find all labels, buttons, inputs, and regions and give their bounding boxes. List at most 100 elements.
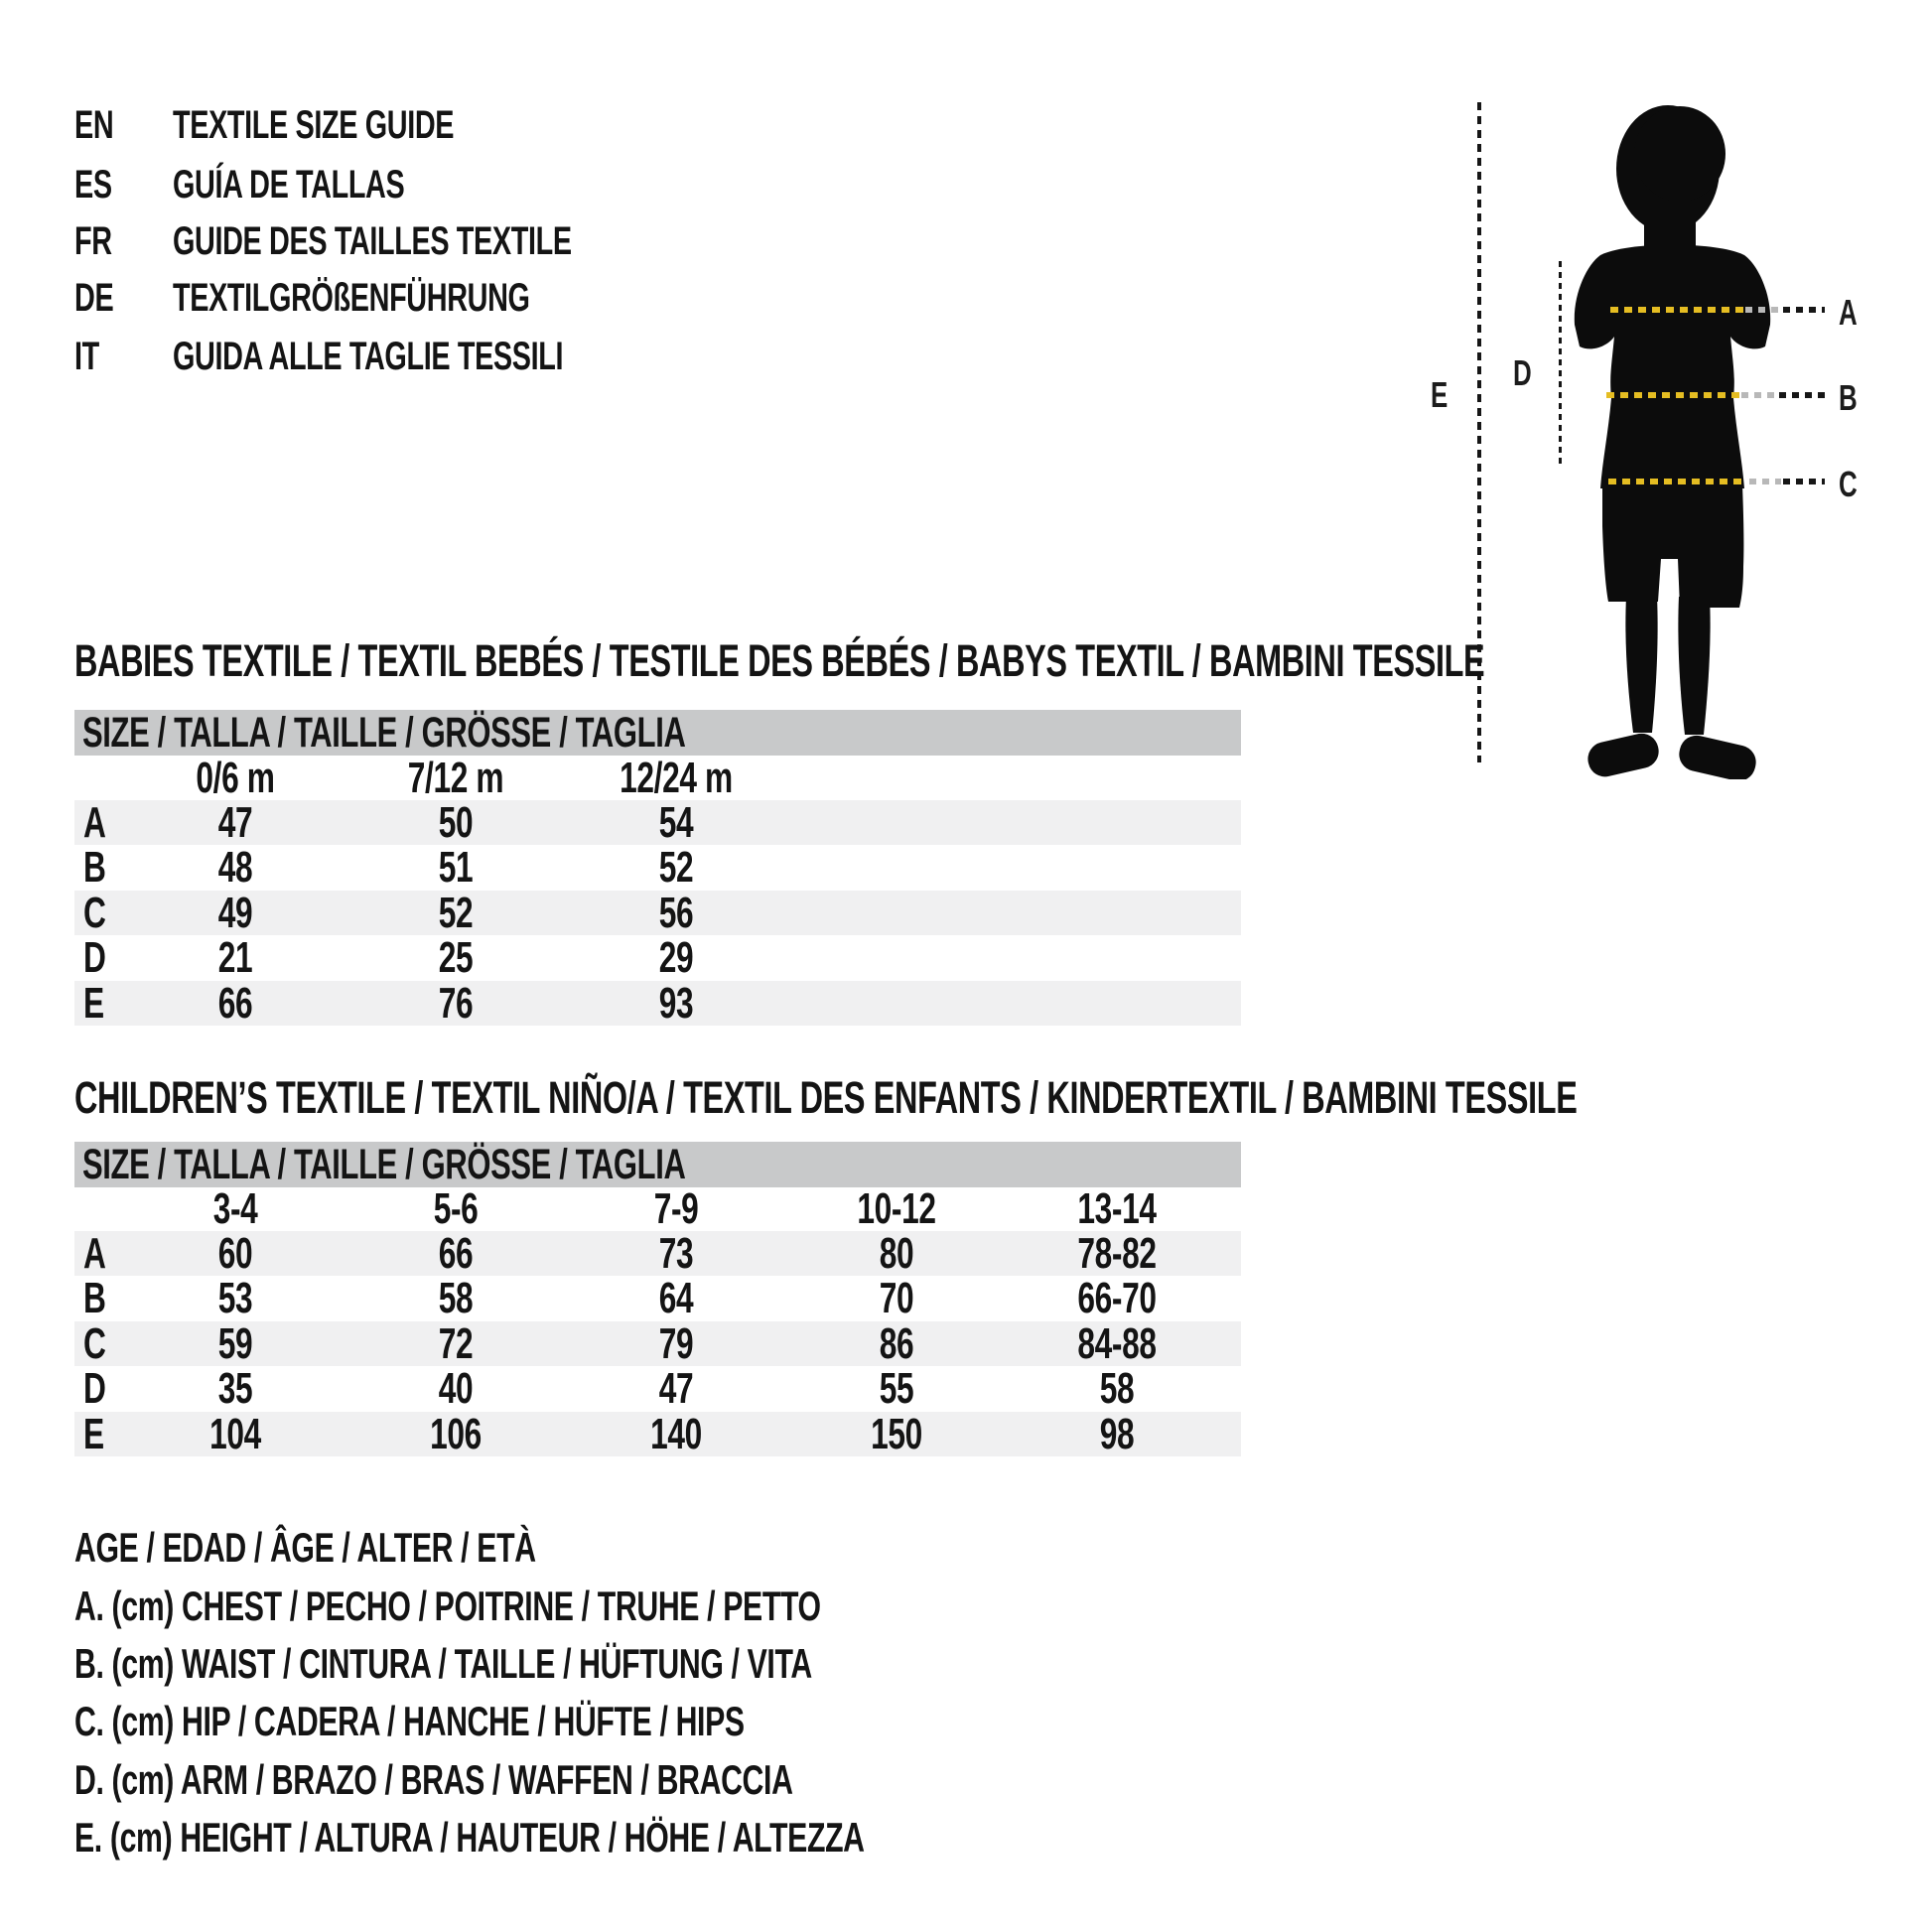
cell: 59 bbox=[217, 1318, 253, 1368]
cell: 150 bbox=[871, 1409, 922, 1458]
figure-label-hip: C bbox=[1839, 464, 1858, 504]
cell: 80 bbox=[879, 1228, 914, 1278]
cell: 76 bbox=[438, 978, 474, 1028]
chest-measure-line bbox=[1610, 307, 1743, 313]
row-label: E bbox=[83, 1409, 104, 1458]
cell: 56 bbox=[658, 888, 694, 937]
waist-leader-fade bbox=[1741, 392, 1777, 398]
legend-line-height: E. (cm) HEIGHT / ALTURA / HAUTEUR / HÖHE… bbox=[74, 1814, 865, 1861]
cell: 70 bbox=[879, 1273, 914, 1322]
cell: 64 bbox=[658, 1273, 694, 1322]
legend-line-age: AGE / EDAD / ÂGE / ALTER / ETÀ bbox=[74, 1524, 536, 1571]
cell: 78-82 bbox=[1077, 1228, 1157, 1278]
figure-label-chest: A bbox=[1839, 292, 1858, 333]
language-title: TEXTILGRÖßENFÜHRUNG bbox=[173, 276, 530, 320]
figure-label-height: E bbox=[1431, 374, 1448, 415]
table-row-d: D 35 40 47 55 58 bbox=[74, 1363, 1241, 1413]
child-silhouette bbox=[1574, 105, 1771, 779]
table-row-d: D 21 25 29 bbox=[74, 932, 1241, 982]
column-header: 3-4 bbox=[212, 1183, 258, 1233]
cell: 52 bbox=[438, 888, 474, 937]
hip-measure-line bbox=[1608, 479, 1747, 484]
row-label: A bbox=[83, 797, 106, 847]
cell: 66 bbox=[217, 978, 253, 1028]
cell: 29 bbox=[658, 932, 694, 982]
cell: 58 bbox=[438, 1273, 474, 1322]
cell: 40 bbox=[438, 1363, 474, 1413]
table-row-a: A 60 66 73 80 78-82 bbox=[74, 1228, 1241, 1278]
cell: 98 bbox=[1099, 1409, 1135, 1458]
babies-size-header-band: SIZE / TALLA / TAILLE / GRÖSSE / TAGLIA bbox=[74, 709, 1241, 757]
language-code: FR bbox=[74, 219, 112, 263]
column-header: 7-9 bbox=[653, 1183, 699, 1233]
children-size-header-band: SIZE / TALLA / TAILLE / GRÖSSE / TAGLIA bbox=[74, 1141, 1241, 1188]
column-header: 0/6 m bbox=[196, 753, 275, 802]
row-label: E bbox=[83, 978, 104, 1028]
children-section-title: CHILDREN’S TEXTILE / TEXTIL NIÑO/A / TEX… bbox=[74, 1072, 1578, 1123]
cell: 66 bbox=[438, 1228, 474, 1278]
children-column-header-row: 3-4 5-6 7-9 10-12 13-14 bbox=[74, 1183, 1241, 1233]
cell: 47 bbox=[217, 797, 253, 847]
table-row-e: E 104 106 140 150 98 bbox=[74, 1409, 1241, 1458]
cell: 52 bbox=[658, 842, 694, 892]
cell: 54 bbox=[658, 797, 694, 847]
chest-leader-fade bbox=[1745, 307, 1781, 313]
cell: 21 bbox=[217, 932, 253, 982]
cell: 35 bbox=[217, 1363, 253, 1413]
language-code: IT bbox=[74, 335, 99, 378]
column-header: 13-14 bbox=[1077, 1183, 1157, 1233]
language-code: EN bbox=[74, 103, 114, 147]
cell: 47 bbox=[658, 1363, 694, 1413]
row-label: C bbox=[83, 888, 106, 937]
cell: 104 bbox=[209, 1409, 261, 1458]
table-row-b: B 53 58 64 70 66-70 bbox=[74, 1273, 1241, 1322]
column-header: 10-12 bbox=[857, 1183, 936, 1233]
cell: 58 bbox=[1099, 1363, 1135, 1413]
figure-label-waist: B bbox=[1839, 377, 1858, 418]
row-label: B bbox=[83, 842, 106, 892]
row-label: C bbox=[83, 1318, 106, 1368]
legend-line-hip: C. (cm) HIP / CADERA / HANCHE / HÜFTE / … bbox=[74, 1698, 745, 1744]
language-code: DE bbox=[74, 276, 114, 320]
cell: 50 bbox=[438, 797, 474, 847]
cell: 51 bbox=[438, 842, 474, 892]
cell: 48 bbox=[217, 842, 253, 892]
height-dashed-line bbox=[1477, 102, 1481, 762]
row-label: D bbox=[83, 932, 106, 982]
column-header: 7/12 m bbox=[407, 753, 504, 802]
language-title: GUIDA ALLE TAGLIE TESSILI bbox=[173, 335, 564, 378]
waist-measure-line bbox=[1606, 392, 1739, 398]
waist-leader-line bbox=[1779, 392, 1825, 398]
cell: 53 bbox=[217, 1273, 253, 1322]
language-title: GUÍA DE TALLAS bbox=[173, 163, 405, 207]
column-header: 5-6 bbox=[433, 1183, 479, 1233]
chest-leader-line bbox=[1783, 307, 1825, 313]
language-title: TEXTILE SIZE GUIDE bbox=[173, 103, 455, 147]
table-row-e: E 66 76 93 bbox=[74, 978, 1241, 1028]
arm-dashed-line bbox=[1559, 261, 1562, 467]
cell: 79 bbox=[658, 1318, 694, 1368]
cell: 66-70 bbox=[1077, 1273, 1157, 1322]
table-row-b: B 48 51 52 bbox=[74, 842, 1241, 892]
row-label: B bbox=[83, 1273, 106, 1322]
legend-line-waist: B. (cm) WAIST / CINTURA / TAILLE / HÜFTU… bbox=[74, 1640, 812, 1687]
cell: 86 bbox=[879, 1318, 914, 1368]
babies-section-title: BABIES TEXTILE / TEXTIL BEBÉS / TESTILE … bbox=[74, 635, 1485, 686]
column-header: 12/24 m bbox=[620, 753, 733, 802]
hip-leader-line bbox=[1783, 479, 1825, 484]
table-row-a: A 47 50 54 bbox=[74, 797, 1241, 847]
cell: 72 bbox=[438, 1318, 474, 1368]
cell: 60 bbox=[217, 1228, 253, 1278]
cell: 49 bbox=[217, 888, 253, 937]
row-label: A bbox=[83, 1228, 106, 1278]
babies-column-header-row: 0/6 m 7/12 m 12/24 m bbox=[74, 753, 1241, 802]
legend-line-arm: D. (cm) ARM / BRAZO / BRAS / WAFFEN / BR… bbox=[74, 1756, 793, 1803]
cell: 55 bbox=[879, 1363, 914, 1413]
table-row-c: C 59 72 79 86 84-88 bbox=[74, 1318, 1241, 1368]
cell: 25 bbox=[438, 932, 474, 982]
table-row-c: C 49 52 56 bbox=[74, 888, 1241, 937]
language-title: GUIDE DES TAILLES TEXTILE bbox=[173, 219, 572, 263]
cell: 93 bbox=[658, 978, 694, 1028]
cell: 106 bbox=[430, 1409, 482, 1458]
